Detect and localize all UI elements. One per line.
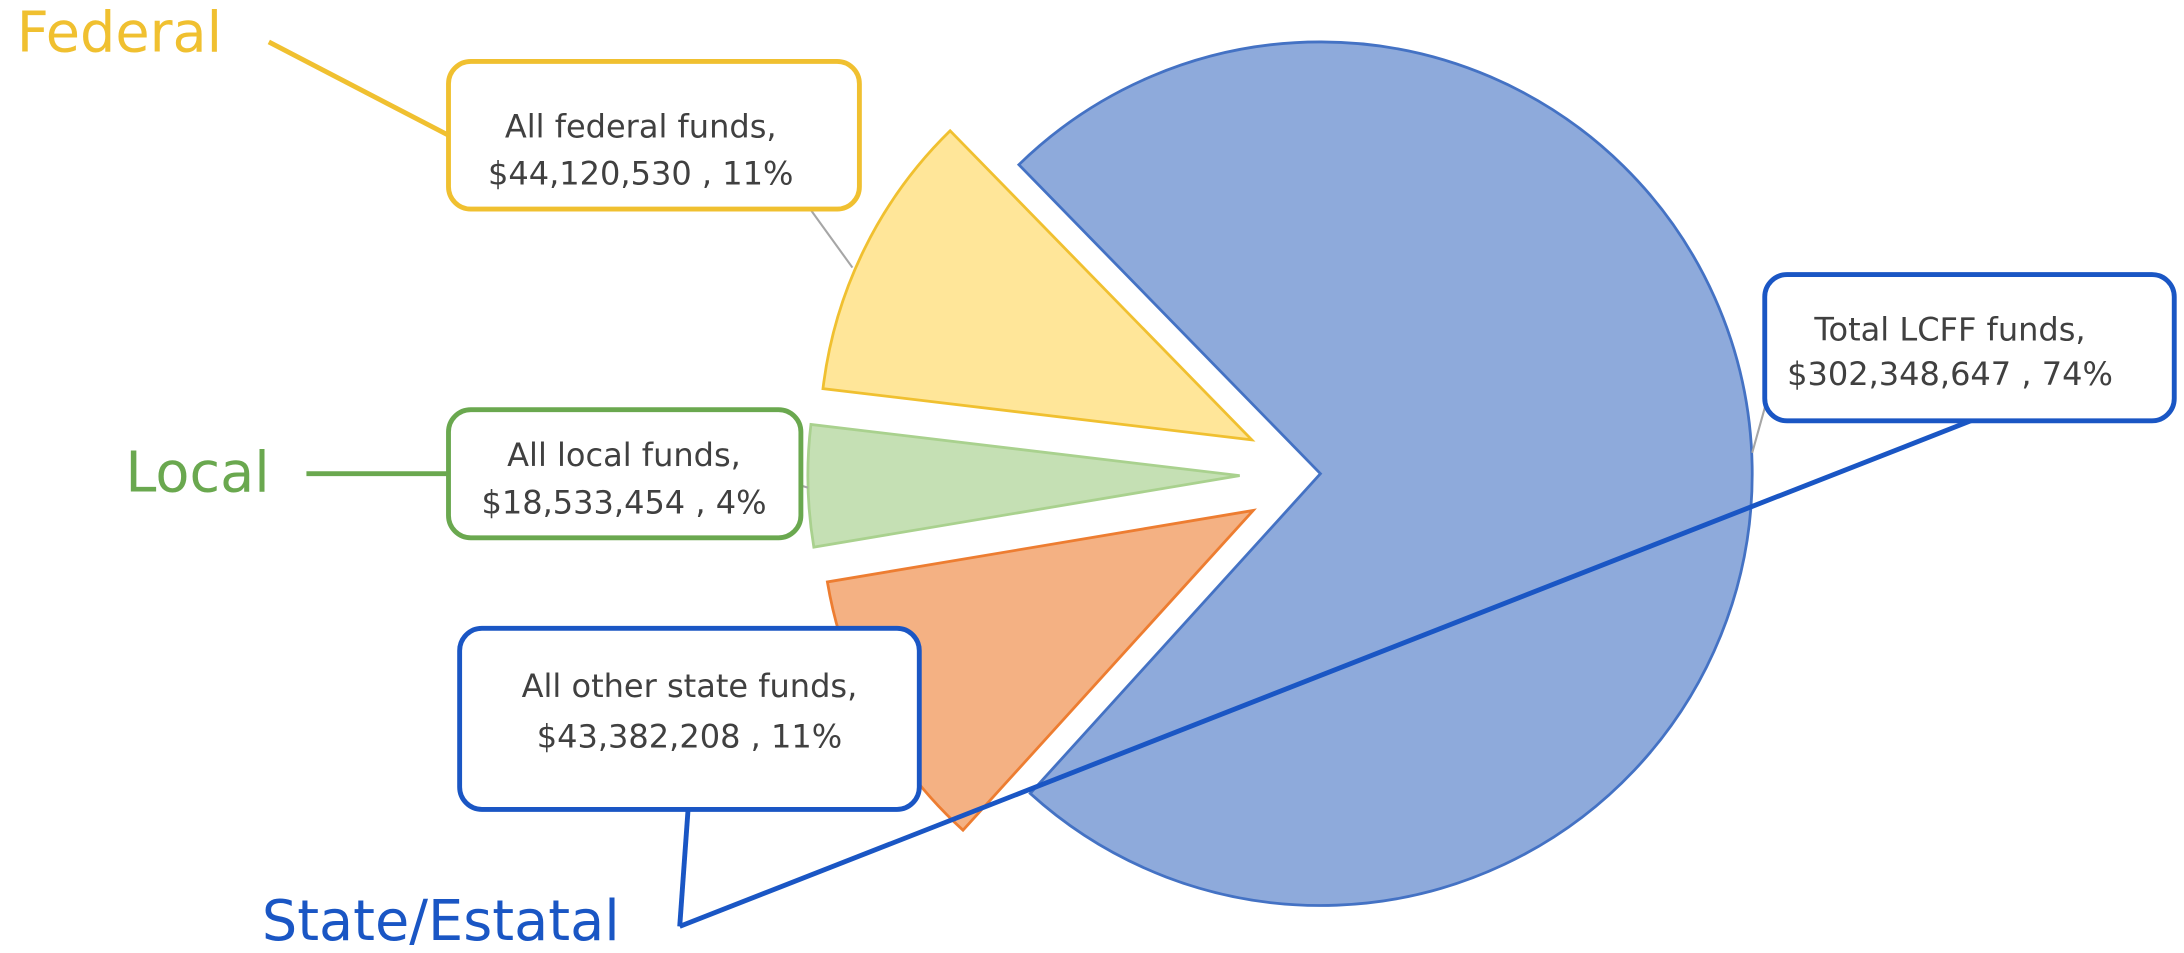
pie-slice xyxy=(1016,40,1754,907)
annotation: Local xyxy=(125,441,269,506)
data-label: $302,348,647 , 74% xyxy=(1787,355,2113,393)
annotation: State/Estatal xyxy=(262,889,620,953)
annotation-line xyxy=(267,39,450,138)
data-label: $43,382,208 , 11% xyxy=(537,717,842,755)
annotation-line xyxy=(677,809,691,927)
pie xyxy=(806,40,1754,907)
category-label: All other state funds, xyxy=(522,667,858,705)
callouts: Total LCFF funds, $302,348,647 , 74% All o… xyxy=(17,0,2177,953)
pie-slice xyxy=(806,422,1240,549)
annotation-line xyxy=(678,418,1972,929)
data-label: $18,533,454 , 4% xyxy=(481,483,766,521)
category-label: All federal funds, xyxy=(505,107,777,145)
pie-slice xyxy=(821,128,1256,442)
annotation: Federal xyxy=(17,0,222,65)
label-box xyxy=(457,625,922,812)
category-label: All local funds, xyxy=(507,436,741,474)
category-label: Total LCFF funds, xyxy=(1813,311,2085,349)
data-label: $44,120,530 , 11% xyxy=(488,155,793,193)
